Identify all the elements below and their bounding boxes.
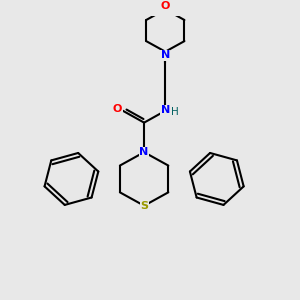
- Text: H: H: [171, 107, 178, 117]
- Text: N: N: [140, 147, 149, 157]
- Text: S: S: [140, 201, 148, 211]
- Text: N: N: [161, 105, 170, 115]
- Text: O: O: [160, 1, 170, 11]
- Text: N: N: [161, 50, 170, 60]
- Text: O: O: [113, 103, 122, 113]
